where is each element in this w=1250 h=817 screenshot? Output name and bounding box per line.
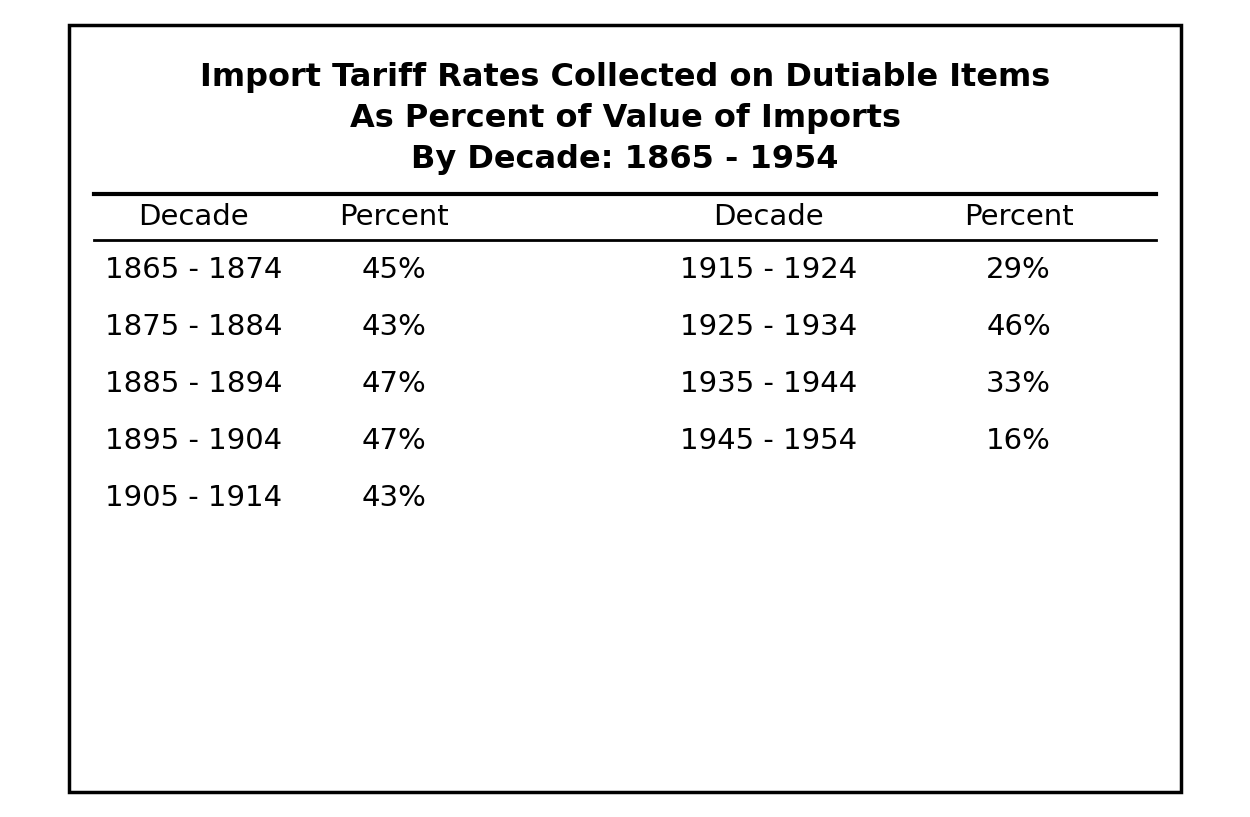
- Text: 1895 - 1904: 1895 - 1904: [105, 427, 282, 455]
- Text: 1865 - 1874: 1865 - 1874: [105, 256, 282, 283]
- Text: Source:: Source:: [112, 651, 220, 676]
- Text: 43%: 43%: [361, 313, 426, 341]
- Text: 1945 - 1954: 1945 - 1954: [680, 427, 858, 455]
- Text: 47%: 47%: [361, 427, 426, 455]
- Text: 1925 - 1934: 1925 - 1934: [680, 313, 858, 341]
- Text: 29%: 29%: [986, 256, 1051, 283]
- Text: Import Tariff Rates Collected on Dutiable Items: Import Tariff Rates Collected on Dutiabl…: [200, 62, 1050, 93]
- Text: 16%: 16%: [986, 427, 1051, 455]
- Text: 46%: 46%: [986, 313, 1051, 341]
- Text: 45%: 45%: [361, 256, 426, 283]
- Text: Census Bureau: Census Bureau: [220, 651, 424, 676]
- Text: Decade: Decade: [139, 203, 249, 231]
- Text: Historical Statistics of the United States:: Historical Statistics of the United Stat…: [424, 651, 930, 676]
- Text: p. 888: p. 888: [500, 694, 588, 719]
- Text: Decade: Decade: [714, 203, 824, 231]
- Text: By Decade: 1865 - 1954: By Decade: 1865 - 1954: [411, 144, 839, 175]
- Text: As Percent of Value of Imports: As Percent of Value of Imports: [350, 103, 900, 134]
- Text: Percent: Percent: [339, 203, 449, 231]
- Text: 43%: 43%: [361, 484, 426, 512]
- Text: 1875 - 1884: 1875 - 1884: [105, 313, 282, 341]
- Text: 33%: 33%: [986, 370, 1051, 398]
- Text: 1935 - 1944: 1935 - 1944: [680, 370, 858, 398]
- Text: 47%: 47%: [361, 370, 426, 398]
- Text: 1915 - 1924: 1915 - 1924: [680, 256, 858, 283]
- Text: 1905 - 1914: 1905 - 1914: [105, 484, 282, 512]
- Text: 1885 - 1894: 1885 - 1894: [105, 370, 282, 398]
- Text: Percent: Percent: [964, 203, 1074, 231]
- Text: Colonial Times to 1970 - Part 2: Colonial Times to 1970 - Part 2: [112, 694, 500, 719]
